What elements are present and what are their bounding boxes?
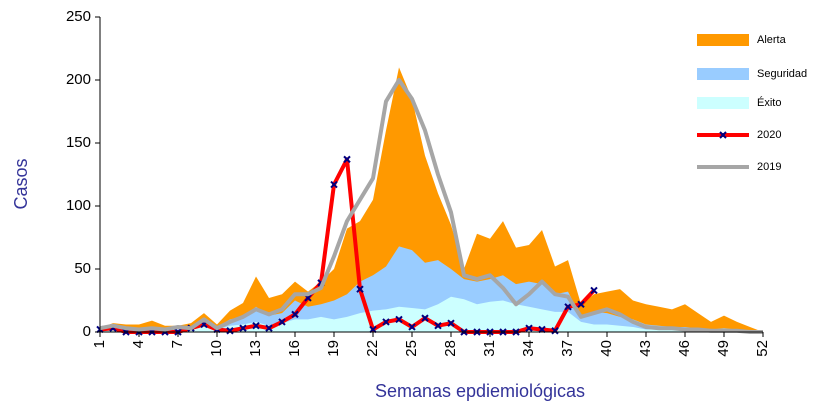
marker	[447, 319, 455, 327]
legend-label: 2020	[757, 129, 781, 141]
x-tick-label: 43	[637, 340, 654, 357]
marker	[564, 303, 572, 311]
x-tick-label: 52	[754, 340, 771, 357]
marker	[369, 325, 377, 334]
legend-label: Alerta	[757, 34, 787, 46]
y-tick-label: 150	[66, 134, 91, 151]
x-tick-label: 37	[559, 340, 576, 357]
x-tick-label: 10	[208, 340, 225, 357]
y-tick-label: 200	[66, 71, 91, 88]
marker	[278, 318, 286, 326]
x-tick-label: 40	[598, 340, 615, 357]
marker	[408, 323, 416, 331]
marker	[590, 286, 598, 295]
x-tick-label: 4	[130, 340, 147, 348]
marker	[382, 318, 390, 326]
marker	[434, 321, 442, 330]
y-tick-label: 250	[66, 8, 91, 25]
x-tick-label: 1	[91, 340, 108, 348]
y-axis-title: Casos	[11, 158, 31, 209]
marker	[330, 180, 338, 189]
x-tick-label: 25	[403, 340, 420, 357]
marker	[577, 300, 585, 308]
marker	[291, 310, 299, 319]
x-tick-label: 49	[715, 340, 732, 357]
x-tick-label: 28	[442, 340, 459, 357]
marker	[343, 155, 351, 164]
legend-label: Seguridad	[757, 68, 807, 80]
x-tick-label: 22	[364, 340, 381, 357]
x-axis-title: Semanas epdiemiológicas	[375, 381, 585, 401]
x-tick-label: 16	[286, 340, 303, 357]
area	[100, 67, 763, 333]
line	[99, 78, 763, 334]
marker	[551, 327, 559, 335]
x-tick-label: 19	[325, 340, 342, 357]
marker	[395, 315, 403, 324]
marker	[421, 314, 429, 322]
y-tick-label: 0	[83, 323, 91, 340]
y-tick-label: 100	[66, 197, 91, 214]
x-tick-label: 31	[481, 340, 498, 357]
marker	[356, 285, 364, 293]
legend-label: 2019	[757, 161, 781, 173]
x-tick-label: 34	[520, 340, 537, 357]
marker	[252, 321, 260, 330]
x-tick-label: 46	[676, 340, 693, 357]
legend-swatch	[697, 68, 749, 80]
marker	[525, 324, 533, 332]
legend-marker	[719, 131, 727, 139]
legend-label: Éxito	[757, 96, 781, 109]
area	[100, 296, 763, 332]
x-tick-label: 7	[169, 340, 186, 348]
x-tick-label: 13	[247, 340, 264, 357]
legend-swatch	[697, 97, 749, 109]
legend-swatch	[697, 34, 749, 46]
marker	[239, 324, 247, 332]
y-tick-label: 50	[74, 260, 91, 277]
marker	[226, 327, 234, 335]
marker	[538, 325, 546, 334]
area	[100, 246, 763, 332]
marker	[265, 324, 273, 332]
